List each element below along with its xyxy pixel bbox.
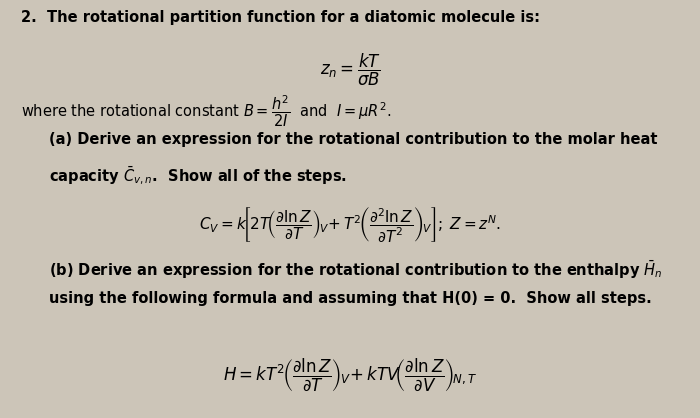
- Text: (b) Derive an expression for the rotational contribution to the enthalpy $\bar{H: (b) Derive an expression for the rotatio…: [49, 259, 663, 281]
- Text: $C_V = k\!\left[2T\!\left(\dfrac{\partial \ln Z}{\partial T}\right)_{\!V}\! +T^2: $C_V = k\!\left[2T\!\left(\dfrac{\partia…: [199, 205, 501, 244]
- Text: using the following formula and assuming that H(0) = 0.  Show all steps.: using the following formula and assuming…: [49, 291, 652, 306]
- Text: 2.  The rotational partition function for a diatomic molecule is:: 2. The rotational partition function for…: [21, 10, 540, 25]
- Text: (a) Derive an expression for the rotational contribution to the molar heat: (a) Derive an expression for the rotatio…: [49, 132, 657, 147]
- Text: $z_n = \dfrac{kT}{\sigma B}$: $z_n = \dfrac{kT}{\sigma B}$: [319, 52, 381, 89]
- Text: capacity $\bar{C}_{v,n}$.  Show all of the steps.: capacity $\bar{C}_{v,n}$. Show all of th…: [49, 164, 347, 186]
- Text: $H = kT^2\!\left(\dfrac{\partial \ln Z}{\partial T}\right)_{\!V}\! + kTV\!\left(: $H = kT^2\!\left(\dfrac{\partial \ln Z}{…: [223, 356, 477, 393]
- Text: where the rotational constant $B = \dfrac{h^2}{2I}$  and  $I = \mu R^2$.: where the rotational constant $B = \dfra…: [21, 94, 391, 129]
